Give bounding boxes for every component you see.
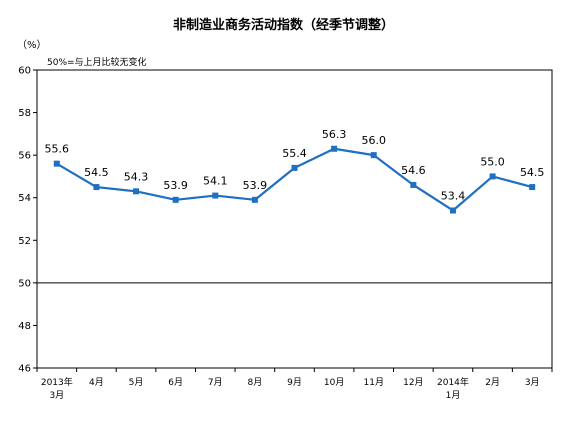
- chart-title: 非制造业商务活动指数（经季节调整）: [172, 18, 394, 33]
- y-axis-unit-label: （%）: [17, 40, 47, 51]
- y-tick-label: 48: [18, 321, 31, 332]
- data-point: [529, 184, 536, 191]
- data-point: [251, 196, 258, 203]
- data-point: [449, 207, 456, 214]
- x-axis-ticks: 2013年 3月 4月 5月 6月 7月 8月 9月 10月 11月 12月 2014年 1月 2月 3月: [36, 368, 553, 401]
- chart-annotation: 50%=与上月比较无变化: [47, 58, 147, 68]
- y-tick-label: 60: [18, 66, 31, 77]
- data-label: 55.0: [480, 155, 505, 168]
- x-tick-label: 3月: [525, 377, 540, 388]
- x-tick-label: 2013年 3月: [41, 376, 73, 401]
- x-tick-label: 7月: [208, 377, 223, 388]
- x-tick-label: 10月: [324, 377, 344, 388]
- data-label: 54.5: [520, 166, 545, 179]
- y-tick-label: 46: [18, 364, 31, 375]
- data-label: 54.3: [124, 170, 149, 183]
- data-label: 56.0: [361, 134, 386, 147]
- y-tick-label: 52: [18, 236, 31, 247]
- data-point: [370, 152, 377, 159]
- x-tick-label: 9月: [287, 377, 302, 388]
- data-point: [172, 196, 179, 203]
- x-tick-label: 11月: [364, 377, 384, 388]
- data-point: [212, 192, 219, 199]
- data-label: 54.1: [203, 175, 228, 188]
- x-tick-label: 2月: [485, 377, 500, 388]
- x-tick-label: 12月: [403, 377, 423, 388]
- chart-axes: [36, 69, 553, 369]
- data-label: 55.4: [282, 147, 307, 160]
- data-label: 53.9: [243, 179, 268, 192]
- data-label: 56.3: [322, 128, 347, 141]
- data-series: [53, 145, 536, 214]
- x-tick-label: 8月: [248, 377, 263, 388]
- data-point: [489, 173, 496, 180]
- data-label: 54.5: [84, 166, 109, 179]
- x-tick-label: 2014年 1月: [437, 376, 469, 401]
- data-label: 53.9: [163, 179, 188, 192]
- x-tick-label: 6月: [168, 377, 183, 388]
- y-tick-label: 50: [18, 278, 31, 289]
- data-labels: 55.6 54.5 54.3 53.9 54.1 53.9 55.4 56.3 56.0 54.6…: [45, 128, 545, 203]
- y-tick-label: 56: [18, 151, 31, 162]
- data-point: [53, 160, 60, 167]
- y-tick-label: 54: [18, 193, 31, 204]
- data-label: 53.4: [441, 189, 466, 202]
- data-point: [410, 181, 417, 188]
- y-axis-ticks: 46 48 50 52 54 56 58 60: [18, 66, 37, 375]
- data-point: [133, 188, 140, 195]
- data-point: [93, 184, 100, 191]
- x-tick-label: 5月: [129, 377, 144, 388]
- data-point: [291, 164, 298, 171]
- y-tick-label: 58: [18, 108, 31, 119]
- plot-area-border: [36, 69, 553, 369]
- data-label: 55.6: [45, 143, 70, 156]
- x-tick-label: 4月: [89, 377, 104, 388]
- data-label: 54.6: [401, 164, 426, 177]
- data-point: [331, 145, 338, 152]
